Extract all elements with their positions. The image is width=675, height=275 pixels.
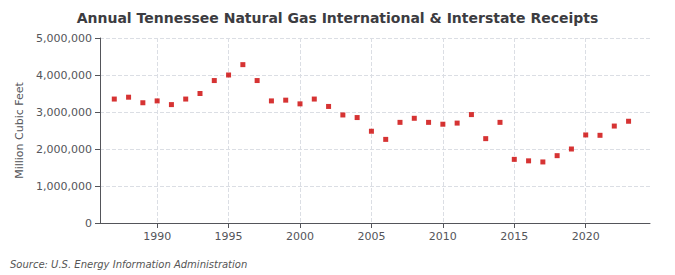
svg-text:2015: 2015 (500, 230, 528, 243)
svg-text:5,000,000: 5,000,000 (36, 32, 92, 45)
svg-text:2000: 2000 (286, 230, 314, 243)
svg-text:1995: 1995 (215, 230, 243, 243)
svg-text:2010: 2010 (429, 230, 457, 243)
svg-text:Source: U.S. Energy Informatio: Source: U.S. Energy Information Administ… (10, 259, 247, 270)
svg-text:1,000,000: 1,000,000 (36, 180, 92, 193)
svg-text:2,000,000: 2,000,000 (36, 143, 92, 156)
svg-text:1990: 1990 (143, 230, 171, 243)
svg-text:2020: 2020 (572, 230, 600, 243)
svg-text:0: 0 (85, 217, 92, 230)
svg-text:3,000,000: 3,000,000 (36, 106, 92, 119)
svg-text:Annual Tennessee Natural Gas I: Annual Tennessee Natural Gas Internation… (77, 10, 599, 26)
svg-text:Million Cubic Feet: Million Cubic Feet (13, 81, 26, 178)
svg-text:2005: 2005 (357, 230, 385, 243)
svg-text:4,000,000: 4,000,000 (36, 69, 92, 82)
